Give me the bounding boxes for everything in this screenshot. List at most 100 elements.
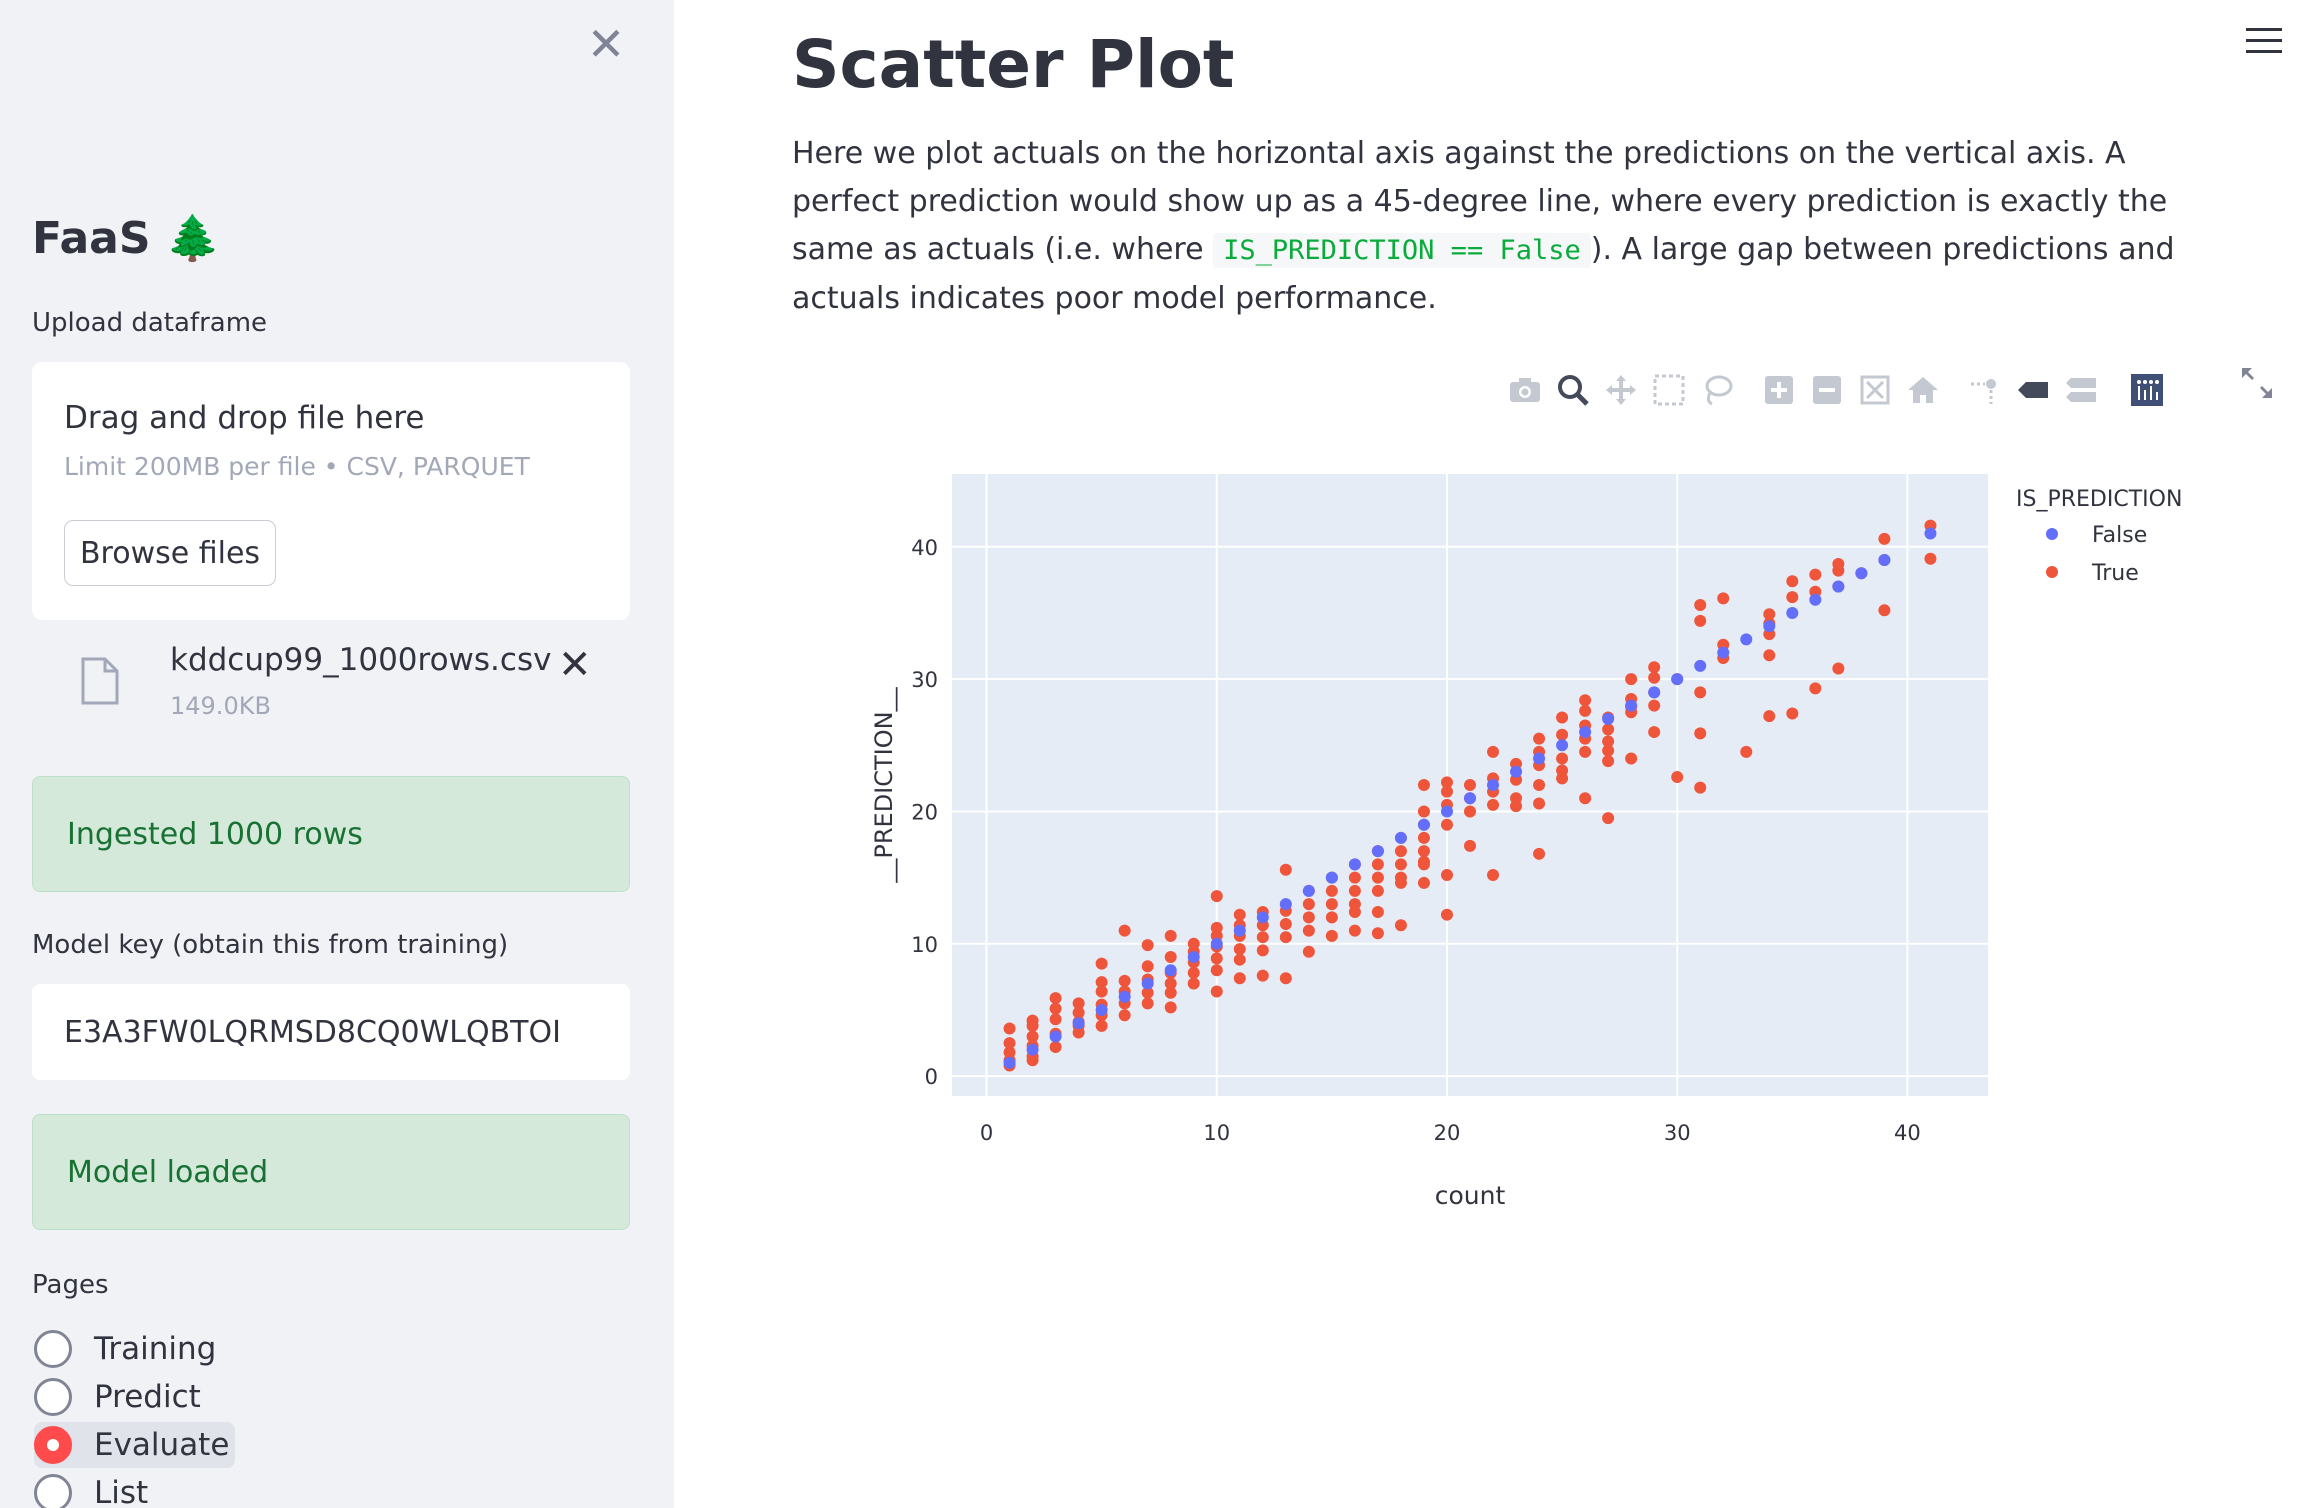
scatter-point-true[interactable] xyxy=(1464,779,1476,791)
zoom-icon[interactable] xyxy=(1552,370,1594,410)
camera-icon[interactable] xyxy=(1504,370,1546,410)
scatter-point-true[interactable] xyxy=(1440,908,1453,921)
scatter-point-false[interactable] xyxy=(1602,712,1615,725)
scatter-point-true[interactable] xyxy=(1579,694,1592,707)
scatter-point-true[interactable] xyxy=(1118,924,1131,937)
scatter-point-true[interactable] xyxy=(1279,863,1292,876)
scatter-point-true[interactable] xyxy=(1809,568,1822,581)
scatter-point-false[interactable] xyxy=(1786,606,1799,619)
scatter-point-true[interactable] xyxy=(1026,1030,1039,1043)
legend-false-label[interactable]: False xyxy=(2092,523,2147,548)
scatter-point-true[interactable] xyxy=(1878,604,1891,617)
zoom-in-icon[interactable] xyxy=(1758,370,1800,410)
scatter-point-false[interactable] xyxy=(1579,726,1592,739)
scatter-point-true[interactable] xyxy=(1325,898,1338,911)
scatter-point-true[interactable] xyxy=(1210,952,1223,965)
scatter-point-true[interactable] xyxy=(1579,704,1592,717)
scatter-point-true[interactable] xyxy=(1210,890,1223,903)
scatter-point-true[interactable] xyxy=(1371,906,1384,919)
scatter-point-true[interactable] xyxy=(1417,876,1430,889)
radio-circle[interactable] xyxy=(34,1474,72,1508)
scatter-point-true[interactable] xyxy=(1440,785,1453,798)
page-radio-list[interactable]: List xyxy=(34,1470,148,1508)
scatter-point-true[interactable] xyxy=(1095,957,1108,970)
spike-lines-icon[interactable] xyxy=(1964,370,2006,410)
scatter-point-true[interactable] xyxy=(1464,839,1476,852)
scatter-point-true[interactable] xyxy=(1763,710,1776,723)
scatter-point-true[interactable] xyxy=(1394,858,1407,871)
scatter-point-true[interactable] xyxy=(1141,960,1154,973)
scatter-point-true[interactable] xyxy=(1694,686,1707,699)
scatter-point-false[interactable] xyxy=(1878,554,1891,567)
scatter-point-true[interactable] xyxy=(1533,847,1546,860)
scatter-point-true[interactable] xyxy=(1026,1014,1039,1027)
scatter-point-true[interactable] xyxy=(1026,1054,1039,1067)
scatter-point-true[interactable] xyxy=(1440,818,1453,831)
scatter-point-false[interactable] xyxy=(1003,1056,1016,1069)
scatter-point-true[interactable] xyxy=(1302,945,1315,958)
scatter-point-true[interactable] xyxy=(1095,976,1108,989)
scatter-point-true[interactable] xyxy=(1556,728,1569,741)
scatter-point-true[interactable] xyxy=(1832,557,1845,570)
scatter-point-true[interactable] xyxy=(1556,752,1569,765)
scatter-point-true[interactable] xyxy=(1417,831,1430,844)
scatter-point-true[interactable] xyxy=(1717,592,1730,605)
scatter-point-false[interactable] xyxy=(1510,765,1523,778)
scatter-point-true[interactable] xyxy=(1371,858,1384,871)
scatter-point-true[interactable] xyxy=(1325,929,1338,942)
scatter-point-false[interactable] xyxy=(1694,659,1707,672)
scatter-point-true[interactable] xyxy=(1348,884,1361,897)
hover-closest-icon[interactable] xyxy=(2012,370,2054,410)
scatter-point-false[interactable] xyxy=(1924,527,1937,540)
hover-compare-icon[interactable] xyxy=(2060,370,2102,410)
scatter-point-false[interactable] xyxy=(1233,924,1246,937)
scatter-point-true[interactable] xyxy=(1602,812,1615,825)
scatter-point-true[interactable] xyxy=(1602,755,1615,768)
scatter-point-false[interactable] xyxy=(1648,686,1661,699)
scatter-point-true[interactable] xyxy=(1786,575,1799,588)
scatter-point-true[interactable] xyxy=(1832,662,1845,675)
scatter-point-true[interactable] xyxy=(1417,855,1430,868)
scatter-point-true[interactable] xyxy=(1049,1013,1062,1026)
scatter-point-true[interactable] xyxy=(1394,919,1407,932)
scatter-point-true[interactable] xyxy=(1763,649,1776,662)
remove-file-icon[interactable]: ✕ xyxy=(558,642,592,688)
scatter-point-true[interactable] xyxy=(1279,972,1292,985)
scatter-point-true[interactable] xyxy=(1602,735,1615,748)
scatter-point-true[interactable] xyxy=(1648,726,1661,739)
scatter-point-true[interactable] xyxy=(1164,929,1177,942)
scatter-point-false[interactable] xyxy=(1187,951,1200,964)
scatter-point-false[interactable] xyxy=(1832,580,1845,593)
scatter-point-true[interactable] xyxy=(1302,911,1315,924)
scatter-point-false[interactable] xyxy=(1026,1043,1039,1056)
scatter-point-true[interactable] xyxy=(1141,997,1154,1010)
scatter-point-false[interactable] xyxy=(1348,858,1361,871)
legend-false-marker[interactable] xyxy=(2046,528,2058,540)
scatter-point-true[interactable] xyxy=(1049,992,1062,1005)
scatter-point-false[interactable] xyxy=(1371,845,1384,858)
scatter-point-true[interactable] xyxy=(1464,805,1476,818)
scatter-point-true[interactable] xyxy=(1579,745,1592,758)
autoscale-icon[interactable] xyxy=(1854,370,1896,410)
scatter-point-true[interactable] xyxy=(1233,972,1246,985)
scatter-point-true[interactable] xyxy=(1648,671,1661,684)
scatter-point-true[interactable] xyxy=(1556,764,1569,777)
scatter-point-true[interactable] xyxy=(1394,876,1407,889)
scatter-point-true[interactable] xyxy=(1233,953,1246,966)
scatter-point-false[interactable] xyxy=(1671,673,1684,686)
scatter-point-true[interactable] xyxy=(1602,723,1615,736)
scatter-point-true[interactable] xyxy=(1072,997,1085,1010)
scatter-point-true[interactable] xyxy=(1003,1022,1016,1035)
scatter-point-false[interactable] xyxy=(1740,633,1753,646)
page-radio-training[interactable]: Training xyxy=(34,1326,216,1372)
scatter-point-false[interactable] xyxy=(1464,792,1476,805)
scatter-point-true[interactable] xyxy=(1786,591,1799,604)
fullscreen-icon[interactable] xyxy=(2240,366,2274,400)
scatter-point-true[interactable] xyxy=(1924,552,1937,565)
scatter-point-true[interactable] xyxy=(1279,917,1292,930)
scatter-point-true[interactable] xyxy=(1556,711,1569,724)
scatter-point-false[interactable] xyxy=(1095,1003,1108,1016)
scatter-point-true[interactable] xyxy=(1095,1019,1108,1032)
scatter-point-true[interactable] xyxy=(1417,805,1430,818)
page-radio-predict[interactable]: Predict xyxy=(34,1374,201,1420)
